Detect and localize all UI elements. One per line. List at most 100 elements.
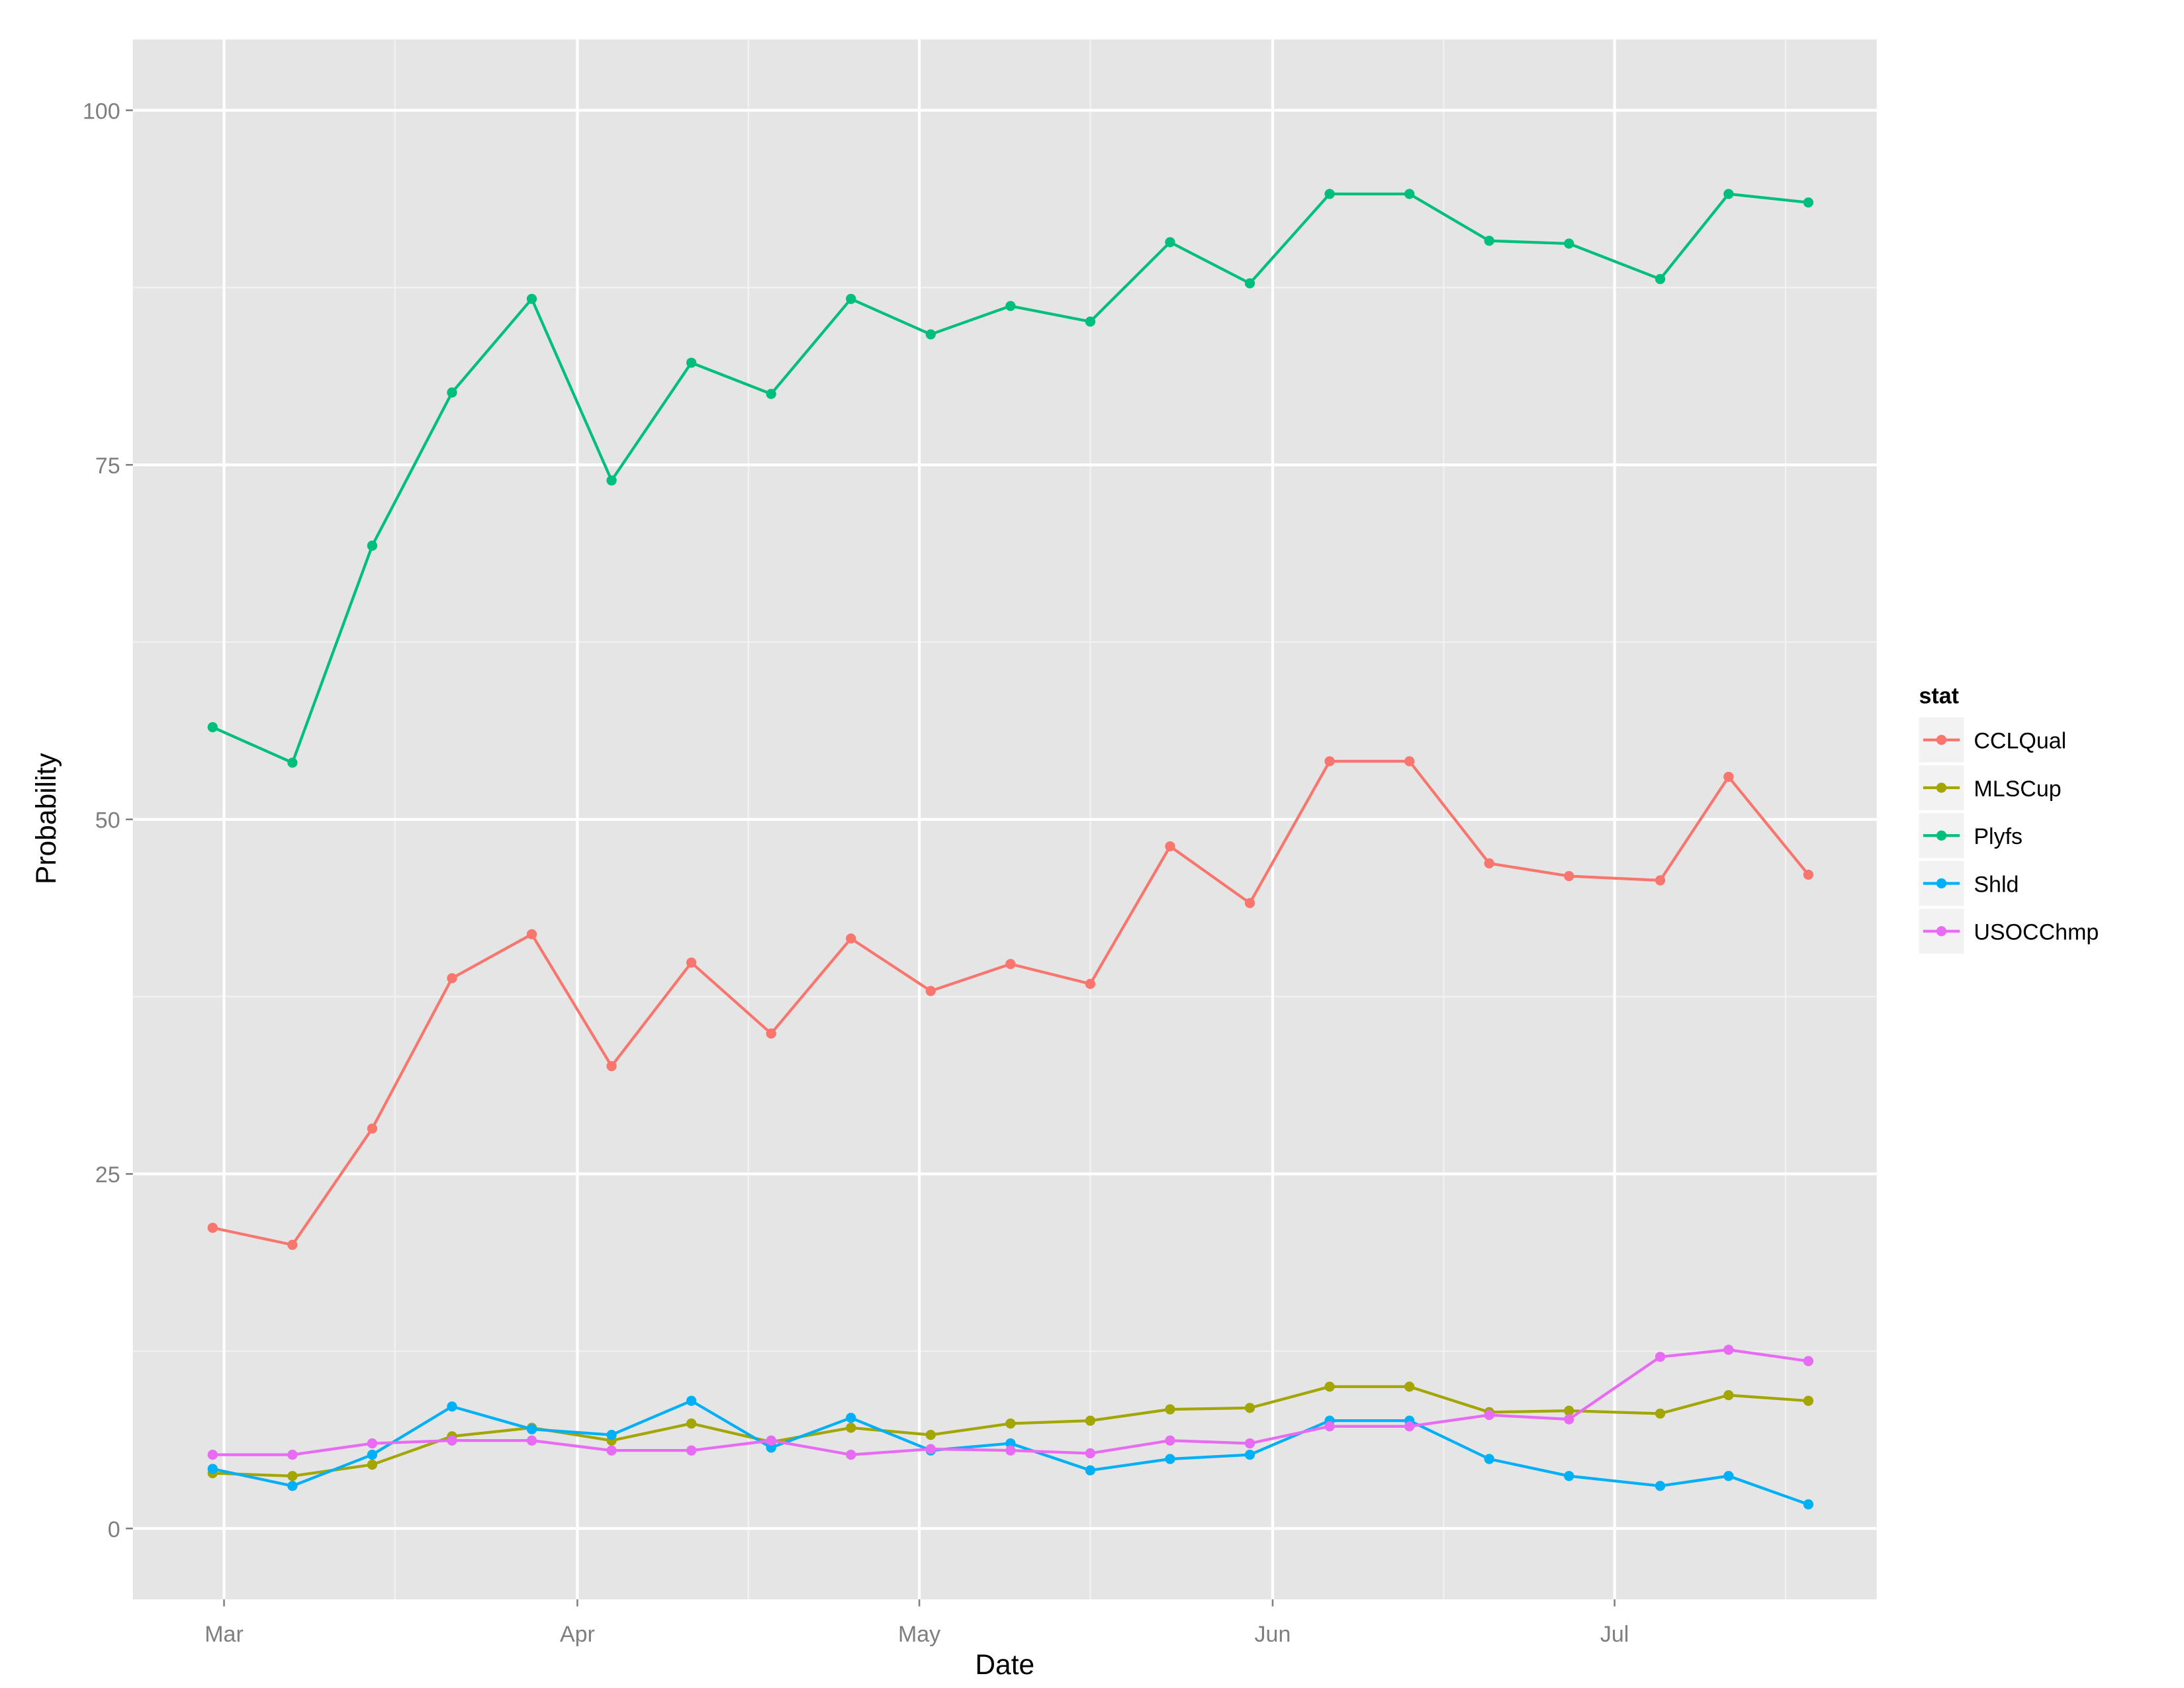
data-point-Plyfs	[606, 475, 617, 486]
data-point-Plyfs	[1803, 197, 1814, 208]
data-point-Plyfs	[846, 293, 856, 305]
data-point-Plyfs	[1324, 189, 1335, 199]
x-tick-label: Jul	[1600, 1622, 1629, 1647]
y-axis-label: Probability	[31, 753, 62, 884]
data-point-Shld	[1085, 1465, 1096, 1476]
data-point-CCLQual	[207, 1223, 218, 1233]
data-point-CCLQual	[686, 957, 697, 968]
data-point-CCLQual	[606, 1060, 617, 1072]
data-point-CCLQual	[1404, 756, 1415, 767]
data-point-Shld	[447, 1401, 457, 1412]
data-point-Plyfs	[1404, 189, 1415, 199]
data-point-MLSCup	[1085, 1415, 1096, 1426]
data-point-Plyfs	[1165, 237, 1175, 248]
data-point-Shld	[367, 1449, 378, 1460]
data-point-USOCChmp	[1404, 1421, 1415, 1432]
x-tick-label: May	[898, 1622, 940, 1647]
data-point-USOCChmp	[207, 1449, 218, 1460]
data-point-USOCChmp	[1564, 1414, 1574, 1425]
data-point-USOCChmp	[1723, 1344, 1734, 1355]
legend-label: Plyfs	[1974, 824, 2023, 849]
data-point-Shld	[526, 1424, 537, 1434]
data-point-USOCChmp	[1005, 1445, 1016, 1456]
data-point-MLSCup	[1005, 1418, 1016, 1429]
legend-label: MLSCup	[1974, 776, 2061, 802]
legend: stat CCLQual MLSCup Plyfs Shld USOCChmp	[1919, 684, 2099, 954]
data-point-MLSCup	[287, 1471, 298, 1481]
data-point-MLSCup	[686, 1418, 697, 1429]
data-point-USOCChmp	[1085, 1448, 1096, 1459]
data-point-Plyfs	[1655, 273, 1666, 285]
data-point-CCLQual	[447, 973, 457, 984]
data-point-MLSCup	[1165, 1404, 1175, 1415]
data-point-CCLQual	[1723, 771, 1734, 782]
data-point-CCLQual	[1803, 869, 1814, 880]
data-point-USOCChmp	[1244, 1438, 1255, 1449]
y-tick-label: 100	[83, 99, 120, 124]
data-point-CCLQual	[1165, 841, 1175, 852]
data-point-Plyfs	[526, 293, 537, 305]
data-point-Shld	[287, 1481, 298, 1491]
data-point-Shld	[766, 1442, 776, 1453]
data-point-MLSCup	[1803, 1395, 1814, 1406]
series-layer	[207, 189, 1814, 1510]
data-point-Shld	[606, 1429, 617, 1440]
axes: 0 25 50 75 100 Mar Apr May Jun Jul	[83, 99, 1629, 1647]
data-point-USOCChmp	[606, 1445, 617, 1456]
data-point-MLSCup	[1655, 1408, 1666, 1419]
data-point-USOCChmp	[367, 1438, 378, 1449]
x-tick-label: Mar	[205, 1622, 244, 1647]
data-point-Plyfs	[1723, 189, 1734, 199]
data-point-USOCChmp	[1655, 1352, 1666, 1362]
data-point-Shld	[846, 1413, 856, 1423]
data-point-CCLQual	[925, 986, 936, 996]
legend-key-point	[1936, 878, 1947, 889]
data-point-USOCChmp	[526, 1435, 537, 1446]
data-point-USOCChmp	[766, 1435, 776, 1446]
data-point-Shld	[207, 1464, 218, 1474]
legend-key-point	[1936, 782, 1947, 793]
data-point-CCLQual	[526, 929, 537, 939]
data-point-Shld	[1723, 1471, 1734, 1481]
data-point-Plyfs	[1085, 316, 1096, 327]
data-point-USOCChmp	[1165, 1435, 1175, 1446]
data-point-Plyfs	[287, 757, 298, 768]
data-point-MLSCup	[1564, 1405, 1574, 1416]
legend-label: Shld	[1974, 872, 2019, 897]
data-point-Plyfs	[447, 387, 457, 398]
data-point-CCLQual	[287, 1239, 298, 1250]
legend-key-point	[1936, 926, 1947, 937]
data-point-CCLQual	[367, 1123, 378, 1134]
data-point-USOCChmp	[925, 1444, 936, 1454]
data-point-Plyfs	[207, 722, 218, 733]
data-point-MLSCup	[925, 1429, 936, 1440]
data-point-USOCChmp	[1324, 1421, 1335, 1432]
data-point-Plyfs	[1244, 278, 1255, 289]
data-point-CCLQual	[1655, 875, 1666, 886]
data-point-MLSCup	[367, 1459, 378, 1470]
data-point-USOCChmp	[287, 1449, 298, 1460]
data-point-Plyfs	[1564, 238, 1574, 249]
data-point-CCLQual	[846, 933, 856, 944]
legend-key-point	[1936, 830, 1947, 841]
data-point-Shld	[1244, 1449, 1255, 1460]
data-point-CCLQual	[1484, 858, 1494, 868]
data-point-CCLQual	[1085, 978, 1096, 989]
y-tick-label: 75	[95, 453, 120, 479]
y-tick-label: 50	[95, 808, 120, 833]
data-point-Plyfs	[1484, 236, 1494, 246]
data-point-USOCChmp	[1803, 1356, 1814, 1366]
data-point-MLSCup	[1244, 1403, 1255, 1413]
data-point-USOCChmp	[447, 1435, 457, 1446]
data-point-Shld	[1005, 1438, 1016, 1449]
x-tick-label: Jun	[1255, 1622, 1291, 1647]
x-tick-label: Apr	[560, 1622, 595, 1647]
data-point-Shld	[1165, 1454, 1175, 1464]
data-point-Shld	[686, 1395, 697, 1406]
data-point-MLSCup	[1723, 1389, 1734, 1401]
data-point-MLSCup	[846, 1423, 856, 1433]
x-axis-label: Date	[975, 1650, 1034, 1681]
legend-title: stat	[1919, 684, 1959, 709]
y-tick-label: 0	[108, 1517, 120, 1542]
